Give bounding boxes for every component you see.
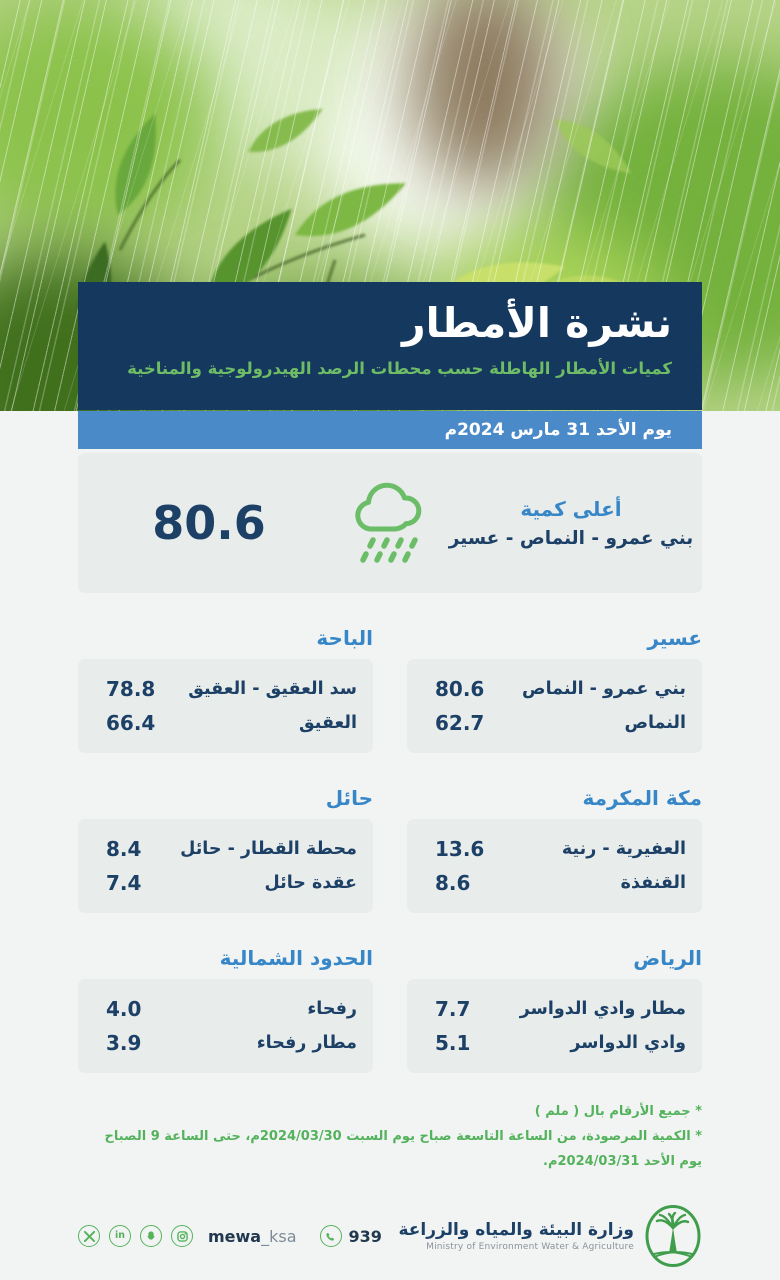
region-section-riyadh: الرياض مطار وادي الدواسر 7.7 وادي الدواس… [407, 945, 702, 1073]
phone-icon [319, 1225, 342, 1247]
region-section-makkah: مكة المكرمة العفيرية - رنية 13.6 القنفذة… [407, 785, 702, 913]
station-value: 7.7 [435, 997, 471, 1021]
photo-trunk-blur [410, 0, 560, 190]
region-name: حائل [325, 786, 373, 810]
station-value: 13.6 [435, 837, 485, 861]
highest-amount-location: بني عمرو - النماص - عسير [448, 528, 694, 549]
station-row: مطار وادي الدواسر 7.7 [435, 997, 686, 1021]
region-section-northern-borders: الحدود الشمالية رفحاء 4.0 مطار رفحاء 3.9 [78, 945, 373, 1073]
station-row: عقدة حائل 7.4 [106, 871, 357, 895]
region-name: عسير [647, 626, 702, 650]
region-card: محطة القطار - حائل 8.4 عقدة حائل 7.4 [78, 819, 373, 913]
station-value: 4.0 [106, 997, 142, 1021]
region-card: العفيرية - رنية 13.6 القنفذة 8.6 [407, 819, 702, 913]
region-section-hail: حائل محطة القطار - حائل 8.4 عقدة حائل 7.… [78, 785, 373, 913]
ministry-name-arabic: وزارة البيئة والمياه والزراعة [398, 1219, 634, 1240]
footnote-unit: * جميع الأرقام بال ( ملم ) [534, 1104, 702, 1119]
station-name: بني عمرو - النماص [522, 679, 686, 699]
station-value: 78.8 [106, 677, 156, 701]
station-value: 3.9 [106, 1031, 142, 1055]
station-value: 8.6 [435, 871, 471, 895]
ministry-name: وزارة البيئة والمياه والزراعة Ministry o… [398, 1219, 634, 1254]
station-row: وادي الدواسر 5.1 [435, 1031, 686, 1055]
station-name: القنفذة [620, 873, 686, 893]
station-name: النماص [624, 713, 686, 733]
footer: وزارة البيئة والمياه والزراعة Ministry o… [78, 1204, 702, 1268]
station-row: سد العقيق - العقيق 78.8 [106, 677, 357, 701]
station-value: 8.4 [106, 837, 142, 861]
region-name: الحدود الشمالية [219, 946, 373, 970]
bulletin-body: أعلى كمية بني عمرو - النماص - عسير [78, 453, 702, 1268]
station-name: سد العقيق - العقيق [188, 679, 357, 699]
station-name: محطة القطار - حائل [180, 839, 357, 859]
regions-grid: عسير بني عمرو - النماص 80.6 النماص 62.7 … [78, 625, 702, 1073]
station-row: القنفذة 8.6 [435, 871, 686, 895]
station-value: 7.4 [106, 871, 142, 895]
station-name: رفحاء [307, 999, 357, 1019]
station-row: مطار رفحاء 3.9 [106, 1031, 357, 1055]
station-name: مطار وادي الدواسر [519, 999, 686, 1019]
page-subtitle: كميات الأمطار الهاطلة حسب محطات الرصد ال… [127, 359, 672, 378]
instagram-icon[interactable] [171, 1225, 193, 1247]
date-bar: يوم الأحد 31 مارس 2024م [78, 411, 702, 449]
footnotes: * جميع الأرقام بال ( ملم ) * الكمية المر… [78, 1099, 702, 1174]
station-value: 80.6 [435, 677, 485, 701]
station-row: بني عمرو - النماص 80.6 [435, 677, 686, 701]
highest-amount-card: أعلى كمية بني عمرو - النماص - عسير [78, 453, 702, 593]
station-row: العفيرية - رنية 13.6 [435, 837, 686, 861]
region-name: مكة المكرمة [582, 786, 702, 810]
ministry-name-english: Ministry of Environment Water & Agricult… [426, 1241, 634, 1252]
region-card: مطار وادي الدواسر 7.7 وادي الدواسر 5.1 [407, 979, 702, 1073]
station-value: 5.1 [435, 1031, 471, 1055]
page-title: نشرة الأمطار [401, 299, 672, 347]
station-value: 62.7 [435, 711, 485, 735]
region-card: سد العقيق - العقيق 78.8 العقيق 66.4 [78, 659, 373, 753]
phone-contact[interactable]: 939 [319, 1225, 382, 1247]
phone-number: 939 [348, 1226, 382, 1246]
x-icon[interactable] [78, 1225, 100, 1247]
region-card: رفحاء 4.0 مطار رفحاء 3.9 [78, 979, 373, 1073]
station-row: العقيق 66.4 [106, 711, 357, 735]
station-name: العفيرية - رنية [561, 839, 686, 859]
footnote-period: * الكمية المرصودة، من الساعة التاسعة صبا… [104, 1129, 702, 1169]
highest-amount-label: أعلى كمية [520, 497, 622, 521]
photo-foliage-blur [0, 0, 220, 240]
ministry-emblem-icon [645, 1205, 701, 1267]
station-name: العقيق [299, 713, 357, 733]
bulletin-header: نشرة الأمطار كميات الأمطار الهاطلة حسب م… [78, 282, 702, 410]
contact-row: in mewa_ksa 939 [78, 1225, 382, 1247]
station-name: وادي الدواسر [570, 1033, 686, 1053]
ministry-logo: وزارة البيئة والمياه والزراعة Ministry o… [398, 1204, 702, 1268]
region-name: الباحة [316, 626, 373, 650]
linkedin-icon[interactable]: in [109, 1225, 131, 1247]
highest-amount-text: أعلى كمية بني عمرو - النماص - عسير [440, 497, 702, 549]
station-name: عقدة حائل [264, 873, 357, 893]
highest-amount-value: 80.6 [152, 496, 266, 550]
rain-cloud-icon [340, 476, 440, 570]
station-name: مطار رفحاء [256, 1033, 357, 1053]
station-row: محطة القطار - حائل 8.4 [106, 837, 357, 861]
social-handle[interactable]: mewa_ksa [208, 1226, 297, 1246]
region-card: بني عمرو - النماص 80.6 النماص 62.7 [407, 659, 702, 753]
snapchat-icon[interactable] [140, 1225, 162, 1247]
station-value: 66.4 [106, 711, 156, 735]
station-row: النماص 62.7 [435, 711, 686, 735]
region-section-asir: عسير بني عمرو - النماص 80.6 النماص 62.7 [407, 625, 702, 753]
region-name: الرياض [633, 946, 702, 970]
region-section-albaha: الباحة سد العقيق - العقيق 78.8 العقيق 66… [78, 625, 373, 753]
bulletin-date: يوم الأحد 31 مارس 2024م [444, 420, 672, 440]
station-row: رفحاء 4.0 [106, 997, 357, 1021]
